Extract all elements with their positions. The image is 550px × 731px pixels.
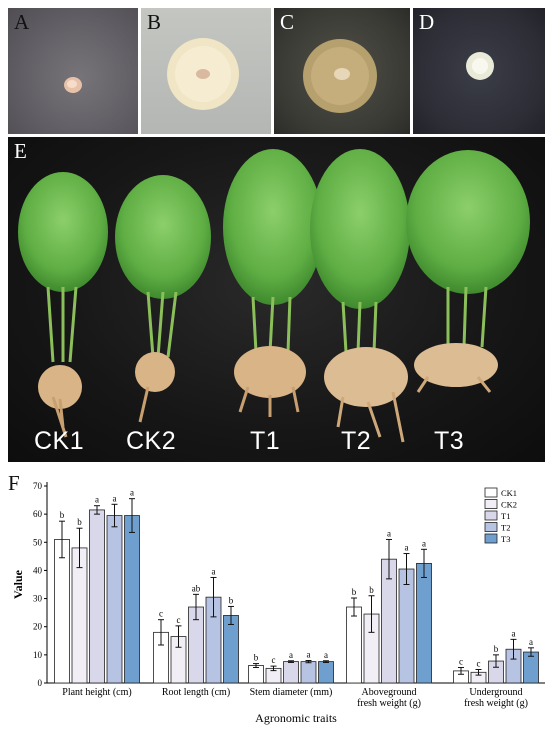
panel-c-photo: C: [274, 8, 410, 134]
bar: [416, 562, 432, 684]
bar: [300, 661, 317, 684]
bar: [124, 515, 140, 684]
bar: [398, 568, 415, 684]
significance-letter: a: [130, 488, 134, 498]
significance-letter: b: [77, 517, 82, 527]
plants-image: [18, 149, 530, 443]
significance-letter: a: [422, 538, 426, 548]
significance-letter: c: [177, 615, 181, 625]
bar: [318, 661, 334, 684]
significance-letter: a: [113, 493, 117, 503]
bar: [71, 547, 88, 684]
legend-label: T2: [501, 523, 510, 533]
significance-letter: a: [405, 543, 409, 553]
plant-label-t1: T1: [250, 427, 281, 455]
colony-c-image: [303, 39, 377, 113]
bar-chart: F 0 10 20 30 40 50 60 70 Value b b a a a Plant height (…: [8, 471, 545, 725]
panel-b-label: B: [147, 10, 162, 34]
y-tick-label: 50: [33, 537, 43, 547]
bar: [346, 606, 362, 684]
plant-t2-image: [310, 149, 410, 443]
significance-letter: c: [272, 655, 276, 665]
panel-b-photo: B: [141, 8, 271, 134]
panel-c-label: C: [280, 10, 295, 34]
panel-a-photo: A: [8, 8, 138, 134]
legend-label: CK2: [501, 500, 517, 510]
colony-d-image: [466, 52, 494, 80]
plant-label-t2: T2: [341, 427, 372, 455]
plant-t3-image: [406, 150, 530, 393]
x-tick-label: fresh weight (g): [464, 698, 528, 709]
significance-letter: a: [529, 637, 533, 647]
legend-swatch: [484, 533, 498, 544]
y-axis-label: Value: [11, 569, 25, 599]
significance-letter: b: [369, 585, 374, 595]
legend-swatch: [484, 499, 498, 509]
x-tick-label: fresh weight (g): [357, 698, 421, 709]
significance-letter: b: [254, 653, 259, 663]
x-tick-label: Plant height (cm): [62, 687, 131, 698]
y-tick-label: 20: [33, 622, 43, 632]
colony-b-image: [167, 38, 239, 110]
y-tick-label: 60: [33, 509, 43, 519]
significance-letter: a: [307, 649, 311, 659]
significance-letter: a: [512, 628, 516, 638]
bar: [54, 539, 70, 684]
panel-f-label: F: [8, 471, 20, 495]
plant-label-t3: T3: [434, 427, 465, 455]
panel-a-label: A: [14, 10, 30, 34]
y-tick-label: 0: [38, 678, 43, 688]
significance-letter: ab: [192, 583, 201, 593]
panel-d-label: D: [419, 10, 435, 34]
colony-a-image: [64, 77, 82, 93]
y-tick-label: 10: [33, 650, 43, 660]
bar: [223, 615, 239, 684]
significance-letter: c: [459, 657, 463, 667]
panel-e-label: E: [14, 139, 27, 163]
significance-letter: a: [289, 650, 293, 660]
bar: [248, 665, 264, 684]
y-tick-label: 70: [33, 481, 43, 491]
significance-letter: a: [387, 528, 391, 538]
y-tick-label: 40: [33, 565, 43, 575]
x-tick-label: Stem diameter (mm): [250, 687, 333, 698]
significance-letter: a: [95, 495, 99, 505]
significance-letter: a: [212, 566, 216, 576]
legend-swatch: [484, 487, 498, 498]
panel-e-photo: E: [8, 137, 545, 462]
significance-letter: b: [494, 644, 499, 654]
significance-letter: b: [352, 587, 357, 597]
bar: [89, 509, 105, 684]
y-tick-label: 30: [33, 594, 43, 604]
significance-letter: c: [477, 658, 481, 668]
legend-label: T3: [501, 534, 510, 544]
legend-label: T1: [501, 511, 510, 521]
plant-label-ck1: CK1: [34, 427, 85, 455]
significance-letter: b: [60, 510, 65, 520]
x-tick-label: Root length (cm): [162, 687, 230, 698]
significance-letter: a: [324, 650, 328, 660]
significance-letter: b: [229, 595, 234, 605]
significance-letter: c: [159, 609, 163, 619]
legend-swatch: [484, 510, 498, 521]
legend-swatch: [484, 522, 498, 532]
plant-t1-image: [223, 149, 323, 417]
x-tick-label: Aboveground: [362, 687, 417, 698]
plant-ck1-image: [18, 172, 108, 438]
x-axis-label: Agronomic traits: [255, 711, 337, 725]
x-tick-label: Underground: [469, 687, 522, 698]
panel-d-photo: D: [413, 8, 545, 134]
plant-label-ck2: CK2: [126, 427, 177, 455]
legend-label: CK1: [501, 488, 517, 498]
bar: [283, 661, 299, 684]
bar: [106, 515, 123, 684]
plant-ck2-image: [115, 175, 211, 423]
